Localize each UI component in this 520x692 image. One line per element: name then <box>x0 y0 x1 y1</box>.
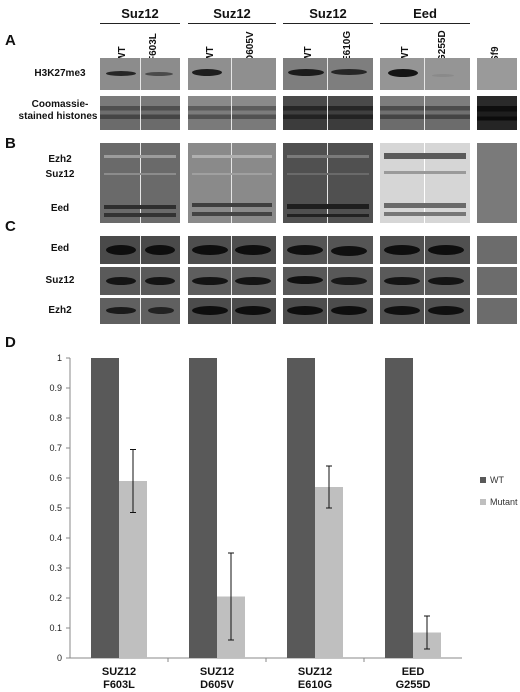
y-tick-label: 0.8 <box>49 413 62 423</box>
blot-coomassie-sf9 <box>477 96 517 130</box>
band <box>192 69 222 76</box>
legend-label-wt: WT <box>490 475 504 485</box>
wb-ezh2-group-3 <box>283 298 373 324</box>
row-label-ezh2: Ezh2 <box>48 154 72 165</box>
gel-group-4 <box>380 143 470 223</box>
band <box>388 69 418 77</box>
y-tick-label: 0.6 <box>49 473 62 483</box>
group-rule-2 <box>188 23 276 24</box>
legend-swatch-mutant <box>480 499 486 505</box>
blot-coomassie-group-1 <box>100 96 180 130</box>
bar-wt <box>91 358 119 658</box>
y-tick-label: 0.2 <box>49 593 62 603</box>
wb-eed-group-1 <box>100 236 180 264</box>
legend-label-mutant: Mutant <box>490 497 518 507</box>
blot-h3k27me3-group-3 <box>283 58 373 90</box>
wb-ezh2-group-1 <box>100 298 180 324</box>
wb-ezh2-group-2 <box>188 298 276 324</box>
group-title-3: Suz12 <box>309 6 347 21</box>
gel-group-3 <box>283 143 373 223</box>
wb-ezh2-sf9 <box>477 298 517 324</box>
group-rule-4 <box>380 23 470 24</box>
x-category-label: SUZ12 <box>298 666 332 678</box>
wb-eed-group-4 <box>380 236 470 264</box>
band <box>331 69 367 75</box>
row-label-stained-histones: stained histones <box>18 111 98 122</box>
y-tick-label: 0.5 <box>49 503 62 513</box>
wb-eed-group-2 <box>188 236 276 264</box>
y-tick-label: 0.9 <box>49 383 62 393</box>
row-label-ezh2: Ezh2 <box>48 305 72 316</box>
y-tick-label: 1 <box>57 353 62 363</box>
wb-suz12-group-2 <box>188 267 276 295</box>
group-rule-3 <box>283 23 373 24</box>
group-title-2: Suz12 <box>213 6 251 21</box>
band <box>288 69 324 76</box>
panel-letter-d: D <box>5 334 16 351</box>
gel-group-1 <box>100 143 180 223</box>
blot-coomassie-group-4 <box>380 96 470 130</box>
row-label-eed: Eed <box>50 243 70 254</box>
y-tick-label: 0.4 <box>49 533 62 543</box>
bar-wt <box>189 358 217 658</box>
blot-coomassie-group-2 <box>188 96 276 130</box>
gel-sf9 <box>477 143 517 223</box>
blot-h3k27me3-group-2 <box>188 58 276 90</box>
row-label-h3k27me3: H3K27me3 <box>34 68 86 79</box>
y-tick-label: 0 <box>57 653 62 663</box>
x-category-label: F603L <box>103 679 135 691</box>
bar-wt <box>287 358 315 658</box>
y-tick-label: 0.1 <box>49 623 62 633</box>
x-category-label: D605V <box>200 679 234 691</box>
legend-swatch-wt <box>480 477 486 483</box>
bar-wt <box>385 358 413 658</box>
row-label-coomassie: Coomassie- <box>31 99 89 110</box>
wb-suz12-group-3 <box>283 267 373 295</box>
band <box>432 74 454 77</box>
wb-eed-sf9 <box>477 236 517 264</box>
wb-suz12-group-1 <box>100 267 180 295</box>
panel-letter-c: C <box>5 218 16 235</box>
row-label-eed: Eed <box>50 203 70 214</box>
panel-letter-b: B <box>5 135 16 152</box>
band <box>145 72 173 76</box>
wb-ezh2-group-4 <box>380 298 470 324</box>
band <box>106 71 136 76</box>
group-title-1: Suz12 <box>121 6 159 21</box>
blot-h3k27me3-sf9 <box>477 58 517 90</box>
x-category-label: SUZ12 <box>200 666 234 678</box>
row-label-suz12: Suz12 <box>45 169 75 180</box>
wb-eed-group-3 <box>283 236 373 264</box>
x-category-label: E610G <box>298 679 332 691</box>
x-category-label: G255D <box>396 679 431 691</box>
x-category-label: EED <box>402 666 425 678</box>
blot-h3k27me3-group-1 <box>100 58 180 90</box>
wb-suz12-group-4 <box>380 267 470 295</box>
group-title-4: Eed <box>413 6 437 21</box>
x-category-label: SUZ12 <box>102 666 136 678</box>
y-tick-label: 0.3 <box>49 563 62 573</box>
blot-h3k27me3-group-4 <box>380 58 470 90</box>
blot-coomassie-group-3 <box>283 96 373 130</box>
panel-letter-a: A <box>5 32 16 49</box>
bar-chart: 00.10.20.30.40.50.60.70.80.91SUZ12F603LS… <box>49 353 518 691</box>
group-rule-1 <box>100 23 180 24</box>
y-tick-label: 0.7 <box>49 443 62 453</box>
wb-suz12-sf9 <box>477 267 517 295</box>
bar-mutant <box>315 487 343 658</box>
row-label-suz12: Suz12 <box>45 275 75 286</box>
gel-group-2 <box>188 143 276 223</box>
